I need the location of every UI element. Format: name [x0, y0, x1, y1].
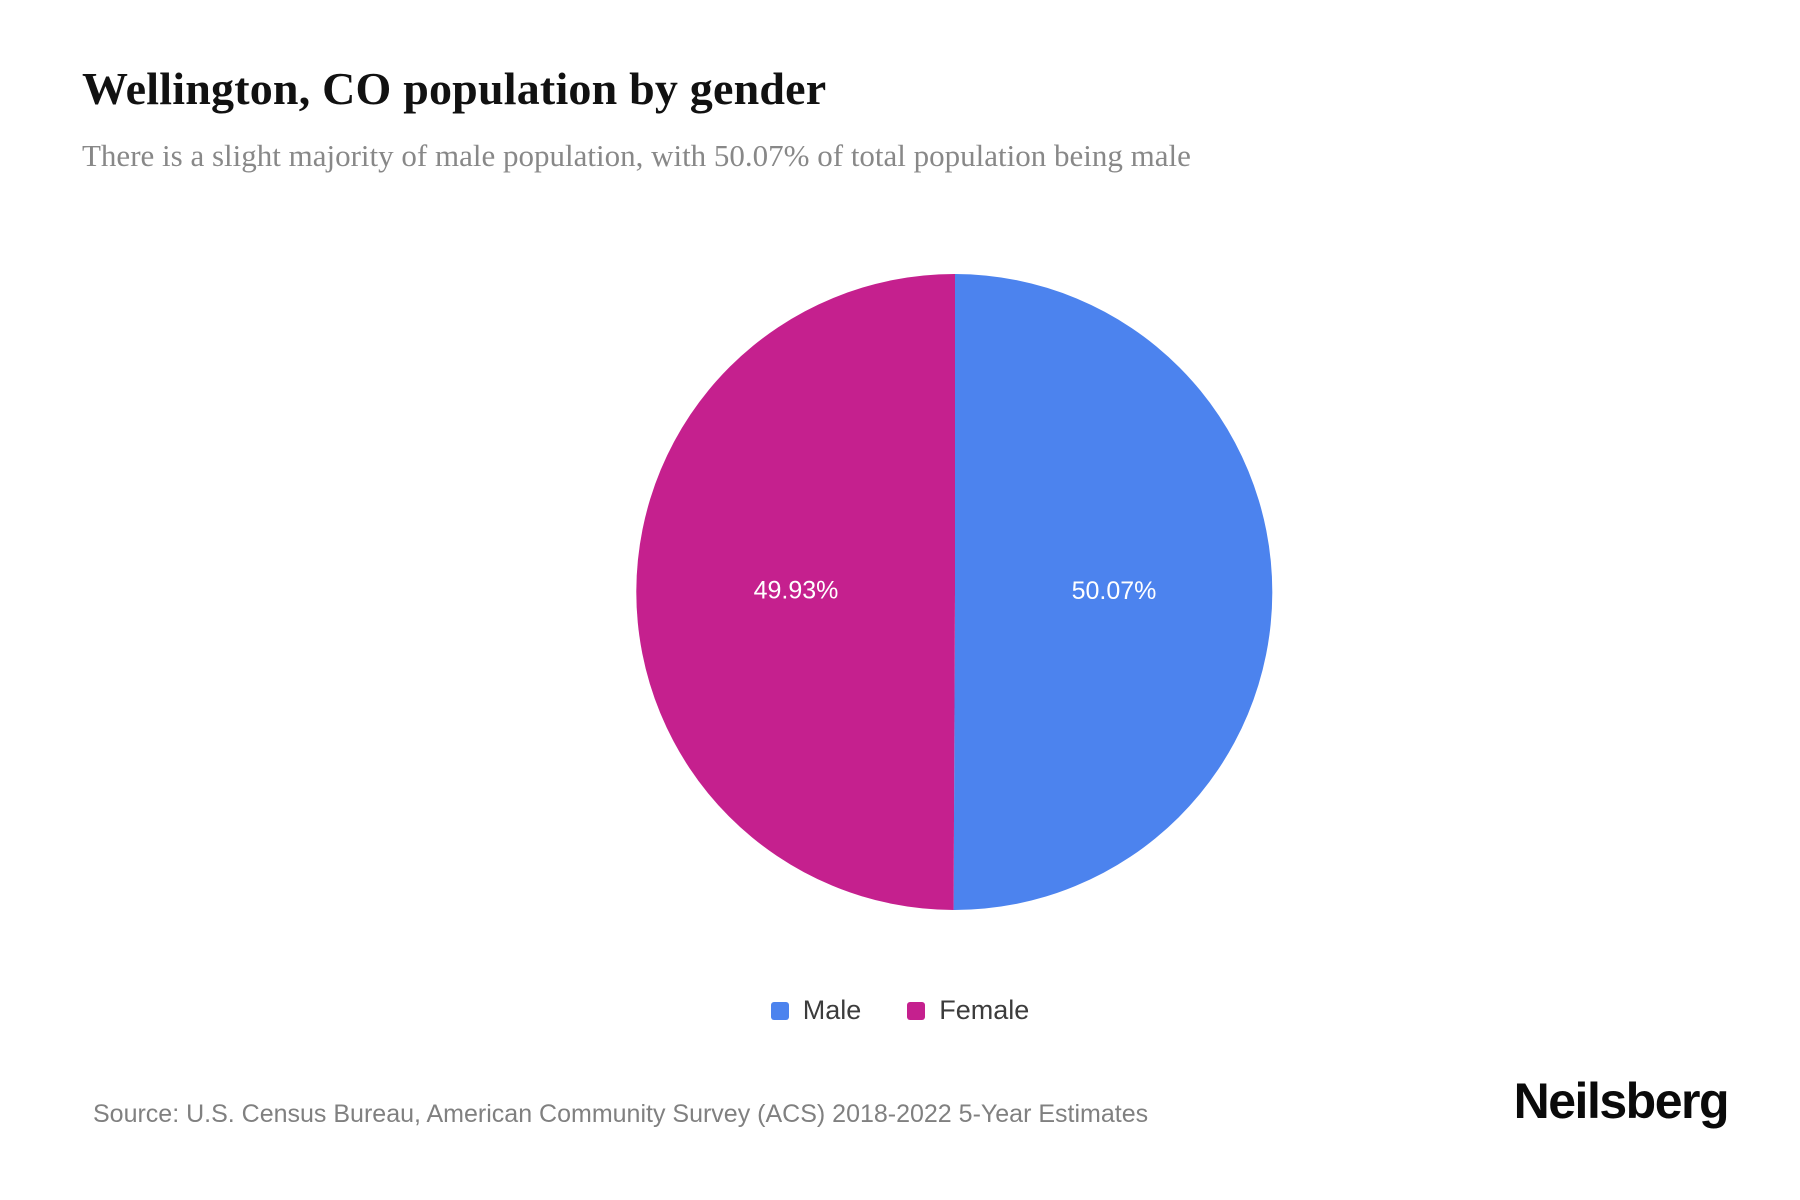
pie-chart: 50.07% 49.93%: [625, 262, 1285, 922]
pie-slice-male[interactable]: [953, 274, 1273, 911]
female-legend-swatch: [907, 1001, 926, 1020]
male-legend-swatch: [770, 1001, 789, 1020]
male-slice-value-label: 50.07%: [1072, 577, 1157, 605]
brand-logo[interactable]: Neilsberg: [1513, 1073, 1730, 1129]
page-title: Wellington, CO population by gender: [82, 63, 827, 114]
source-text: Source: U.S. Census Bureau, American Com…: [93, 1100, 1149, 1128]
legend-item-male[interactable]: Male: [770, 995, 862, 1026]
pie-chart-svg: 50.07% 49.93%: [636, 273, 1273, 911]
legend-item-female[interactable]: Female: [907, 995, 1029, 1026]
female-legend-label: Female: [939, 995, 1030, 1025]
pie-slice-female[interactable]: [636, 273, 955, 910]
male-legend-label: Male: [802, 995, 862, 1025]
chart-legend: Male Female: [0, 995, 1800, 1026]
page-subtitle: There is a slight majority of male popul…: [82, 138, 1191, 173]
female-slice-value-label: 49.93%: [754, 576, 839, 604]
